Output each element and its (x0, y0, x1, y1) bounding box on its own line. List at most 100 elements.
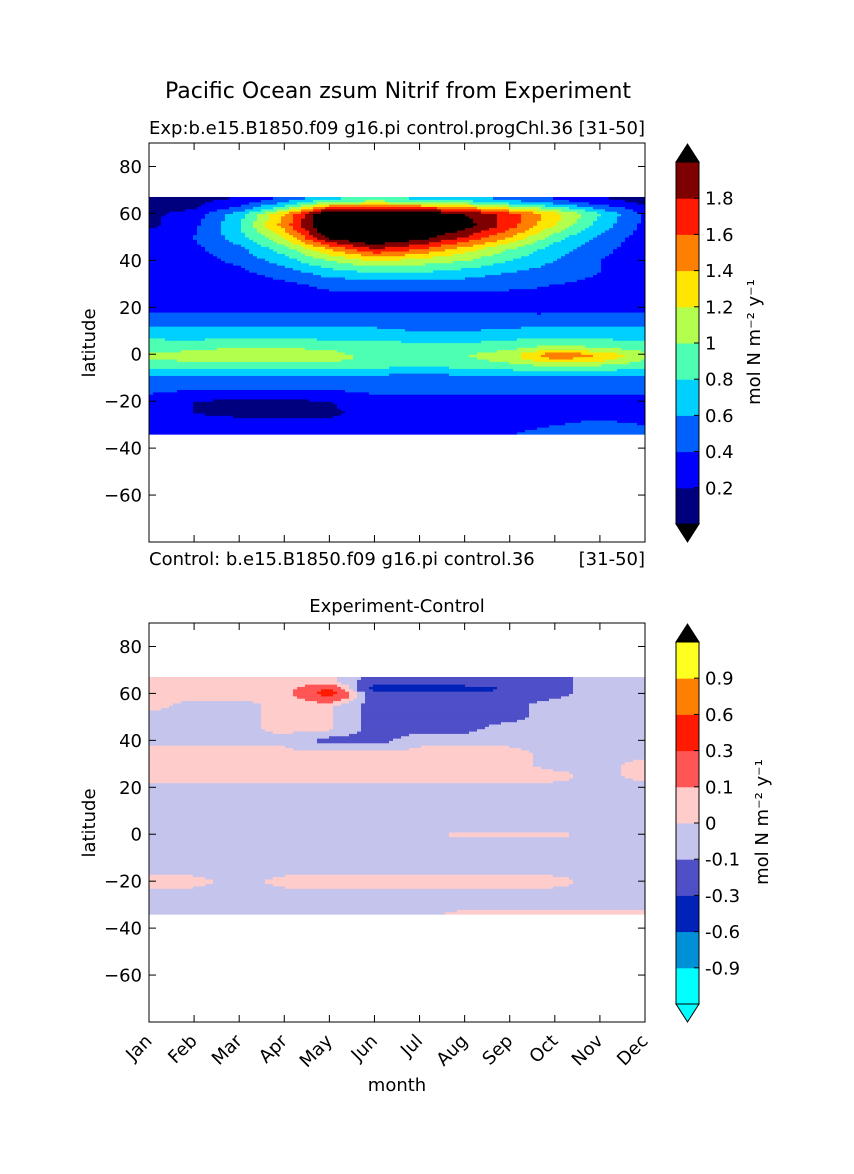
contour-cell (213, 398, 310, 402)
contour-cell (357, 695, 366, 699)
contour-cell (193, 401, 334, 405)
colorbar-tick-label: 1.6 (705, 225, 734, 246)
colorbar-swatch (676, 678, 699, 715)
contour-cell (293, 688, 322, 692)
contour-cell (493, 253, 530, 257)
contour-cell (309, 262, 354, 266)
contour-cell (497, 218, 522, 222)
contour-cell (149, 201, 206, 205)
contour-cell (253, 253, 286, 257)
contour-cell (289, 211, 302, 215)
contour-cell (193, 874, 286, 878)
contour-cell (277, 201, 298, 205)
contour-cell (365, 698, 550, 702)
contour-cell (509, 361, 630, 365)
contour-cell (301, 225, 314, 229)
contour-cell (381, 250, 430, 254)
contour-cell (445, 248, 478, 252)
contour-cell (149, 817, 645, 821)
contour-cell (613, 337, 645, 341)
contour-cell (541, 766, 622, 770)
contour-cell (401, 735, 645, 739)
contour-cell (485, 274, 594, 278)
contour-cell (517, 337, 614, 341)
contour-cell (501, 250, 534, 254)
contour-cell (517, 239, 538, 243)
contour-cell (633, 208, 645, 212)
bottom-y-axis: 80 60 40 20 0 −20 −40 −60 (104, 637, 645, 987)
contour-cell (177, 358, 342, 362)
contour-cell (273, 206, 290, 210)
contour-cell (509, 201, 554, 205)
contour-cell (553, 885, 645, 889)
contour-cell (637, 227, 645, 231)
contour-cell (529, 714, 645, 718)
contour-cell (233, 211, 250, 215)
contour-cell (197, 239, 230, 243)
colorbar-swatch (676, 967, 699, 1005)
contour-cell (213, 253, 254, 257)
contour-cell (149, 351, 346, 355)
contour-cell (149, 752, 534, 756)
contour-cell (149, 288, 330, 292)
contour-cell (321, 250, 346, 254)
contour-cell (257, 215, 270, 219)
contour-cell (149, 810, 645, 814)
contour-cell (333, 709, 362, 713)
contour-cell (409, 243, 442, 247)
contour-cell (257, 227, 270, 231)
contour-cell (149, 848, 645, 852)
contour-cell (241, 265, 286, 268)
contour-cell (149, 726, 262, 730)
contour-cell (541, 206, 570, 210)
contour-cell (277, 250, 302, 254)
contour-cell (573, 248, 614, 252)
contour-cell (149, 869, 645, 873)
contour-cell (149, 342, 645, 346)
contour-cell (149, 742, 645, 746)
colorbar-swatch (676, 750, 699, 788)
contour-cell (149, 829, 645, 833)
contour-cell (149, 344, 538, 348)
contour-cell (149, 323, 645, 327)
contour-cell (225, 213, 246, 217)
contour-cell (241, 220, 254, 224)
contour-cell (305, 234, 314, 238)
contour-cell (149, 836, 645, 840)
contour-cell (377, 326, 522, 330)
contour-cell (633, 229, 645, 233)
contour-cell (317, 691, 338, 695)
contour-cell (421, 745, 510, 748)
contour-cell (337, 349, 498, 353)
contour-cell (149, 759, 534, 763)
contour-cell (601, 269, 645, 273)
contour-cell (149, 283, 310, 287)
colorbar-tick-label: 0.2 (705, 478, 734, 499)
contour-cell (505, 236, 526, 240)
colorbar-under-arrow (675, 1003, 700, 1023)
contour-cell (333, 721, 362, 725)
contour-cell (265, 258, 298, 261)
contour-cell (345, 389, 645, 393)
contour-cell (265, 220, 282, 224)
contour-cell (221, 258, 266, 261)
contour-cell (305, 253, 330, 257)
contour-cell (533, 759, 634, 763)
contour-cell (593, 222, 614, 226)
contour-cell (549, 243, 582, 247)
contour-cell (301, 260, 338, 264)
contour-cell (593, 274, 645, 278)
contour-cell (385, 246, 430, 250)
contour-cell (149, 387, 645, 391)
contour-cell (341, 681, 358, 685)
top-y-axis-label: latitude (79, 308, 100, 377)
contour-cell (149, 373, 390, 376)
contour-cell (589, 201, 638, 205)
contour-cell (361, 676, 574, 680)
colorbar-tick-label: -0.9 (705, 958, 740, 979)
contour-cell (149, 789, 645, 793)
contour-cell (193, 408, 342, 412)
contour-cell (429, 236, 458, 240)
contour-cell (333, 707, 362, 711)
contour-cell (617, 246, 645, 250)
